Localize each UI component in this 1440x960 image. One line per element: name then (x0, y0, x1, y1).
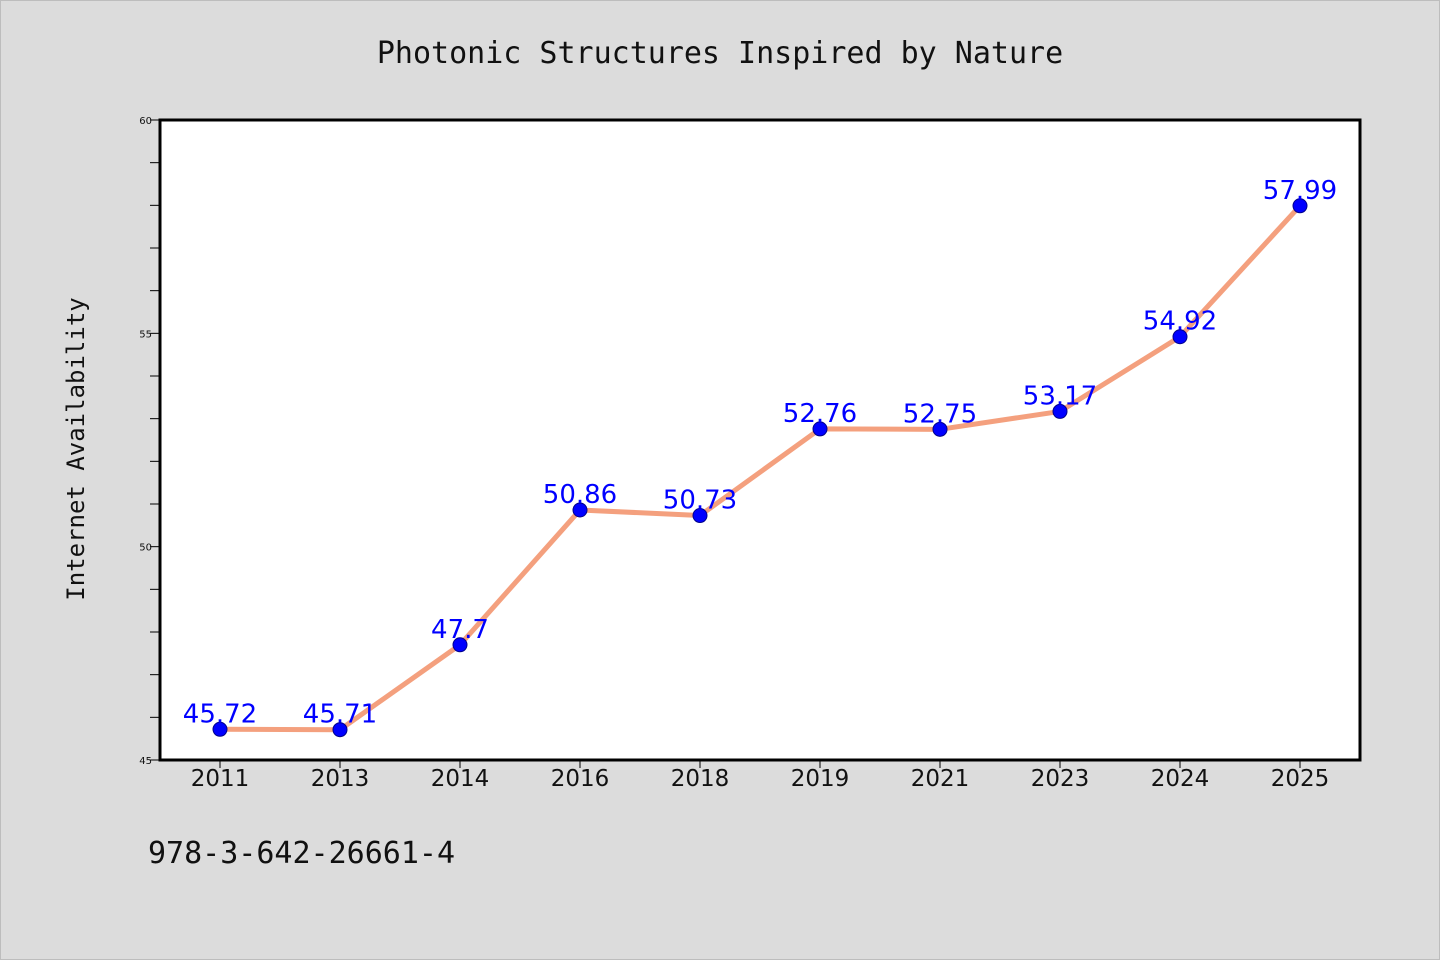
data-point (1292, 198, 1308, 214)
data-label: 57.99 (1263, 176, 1337, 206)
x-tick-label: 2018 (671, 766, 730, 792)
data-point (1052, 403, 1068, 419)
series-markers (212, 198, 1308, 738)
x-tick-label: 2023 (1031, 766, 1090, 792)
data-label: 53.17 (1023, 381, 1097, 411)
data-point (572, 502, 588, 518)
x-tick-label: 2014 (431, 766, 490, 792)
y-tick-label: 55 (139, 329, 152, 340)
data-point (452, 637, 468, 653)
data-label: 45.72 (183, 699, 257, 729)
data-point (812, 421, 828, 437)
x-tick-label: 2021 (911, 766, 970, 792)
chart-title: Photonic Structures Inspired by Nature (377, 36, 1063, 71)
x-tick-label: 2011 (191, 766, 250, 792)
plot-frame (158, 118, 1362, 762)
data-label: 50.86 (543, 480, 617, 510)
data-labels: 45.72 45.71 47.7 50.86 50.73 52.76 52.75 53.17 5… (183, 176, 1337, 730)
x-tick-label: 2025 (1271, 766, 1330, 792)
plot-area (160, 120, 1360, 760)
data-label: 47.7 (431, 615, 489, 645)
y-tick-label: 45 (139, 756, 152, 767)
y-major-ticks: 45 50 55 60 (139, 116, 160, 767)
data-point (332, 722, 348, 738)
series-line (217, 203, 1303, 733)
data-point (932, 421, 948, 437)
y-minor-ticks (150, 162, 160, 718)
y-tick-label: 50 (139, 543, 152, 554)
y-axis-label: Internet Availability (62, 297, 90, 600)
x-axis-ticks: 2011 2013 2014 2016 2018 2019 2021 2023 2024 2025 (191, 760, 1330, 792)
data-point (1172, 329, 1188, 345)
x-tick-label: 2016 (551, 766, 610, 792)
data-label: 54.92 (1143, 307, 1217, 337)
x-tick-label: 2024 (1151, 766, 1210, 792)
isbn-label: 978-3-642-26661-4 (148, 836, 455, 871)
data-label: 52.75 (903, 399, 977, 429)
x-tick-label: 2019 (791, 766, 850, 792)
x-tick-label: 2013 (311, 766, 370, 792)
data-point (692, 508, 708, 524)
data-label: 45.71 (303, 700, 377, 730)
data-label: 50.73 (663, 486, 737, 516)
data-point (212, 721, 228, 737)
y-tick-label: 60 (139, 116, 152, 127)
data-label: 52.76 (783, 399, 857, 429)
